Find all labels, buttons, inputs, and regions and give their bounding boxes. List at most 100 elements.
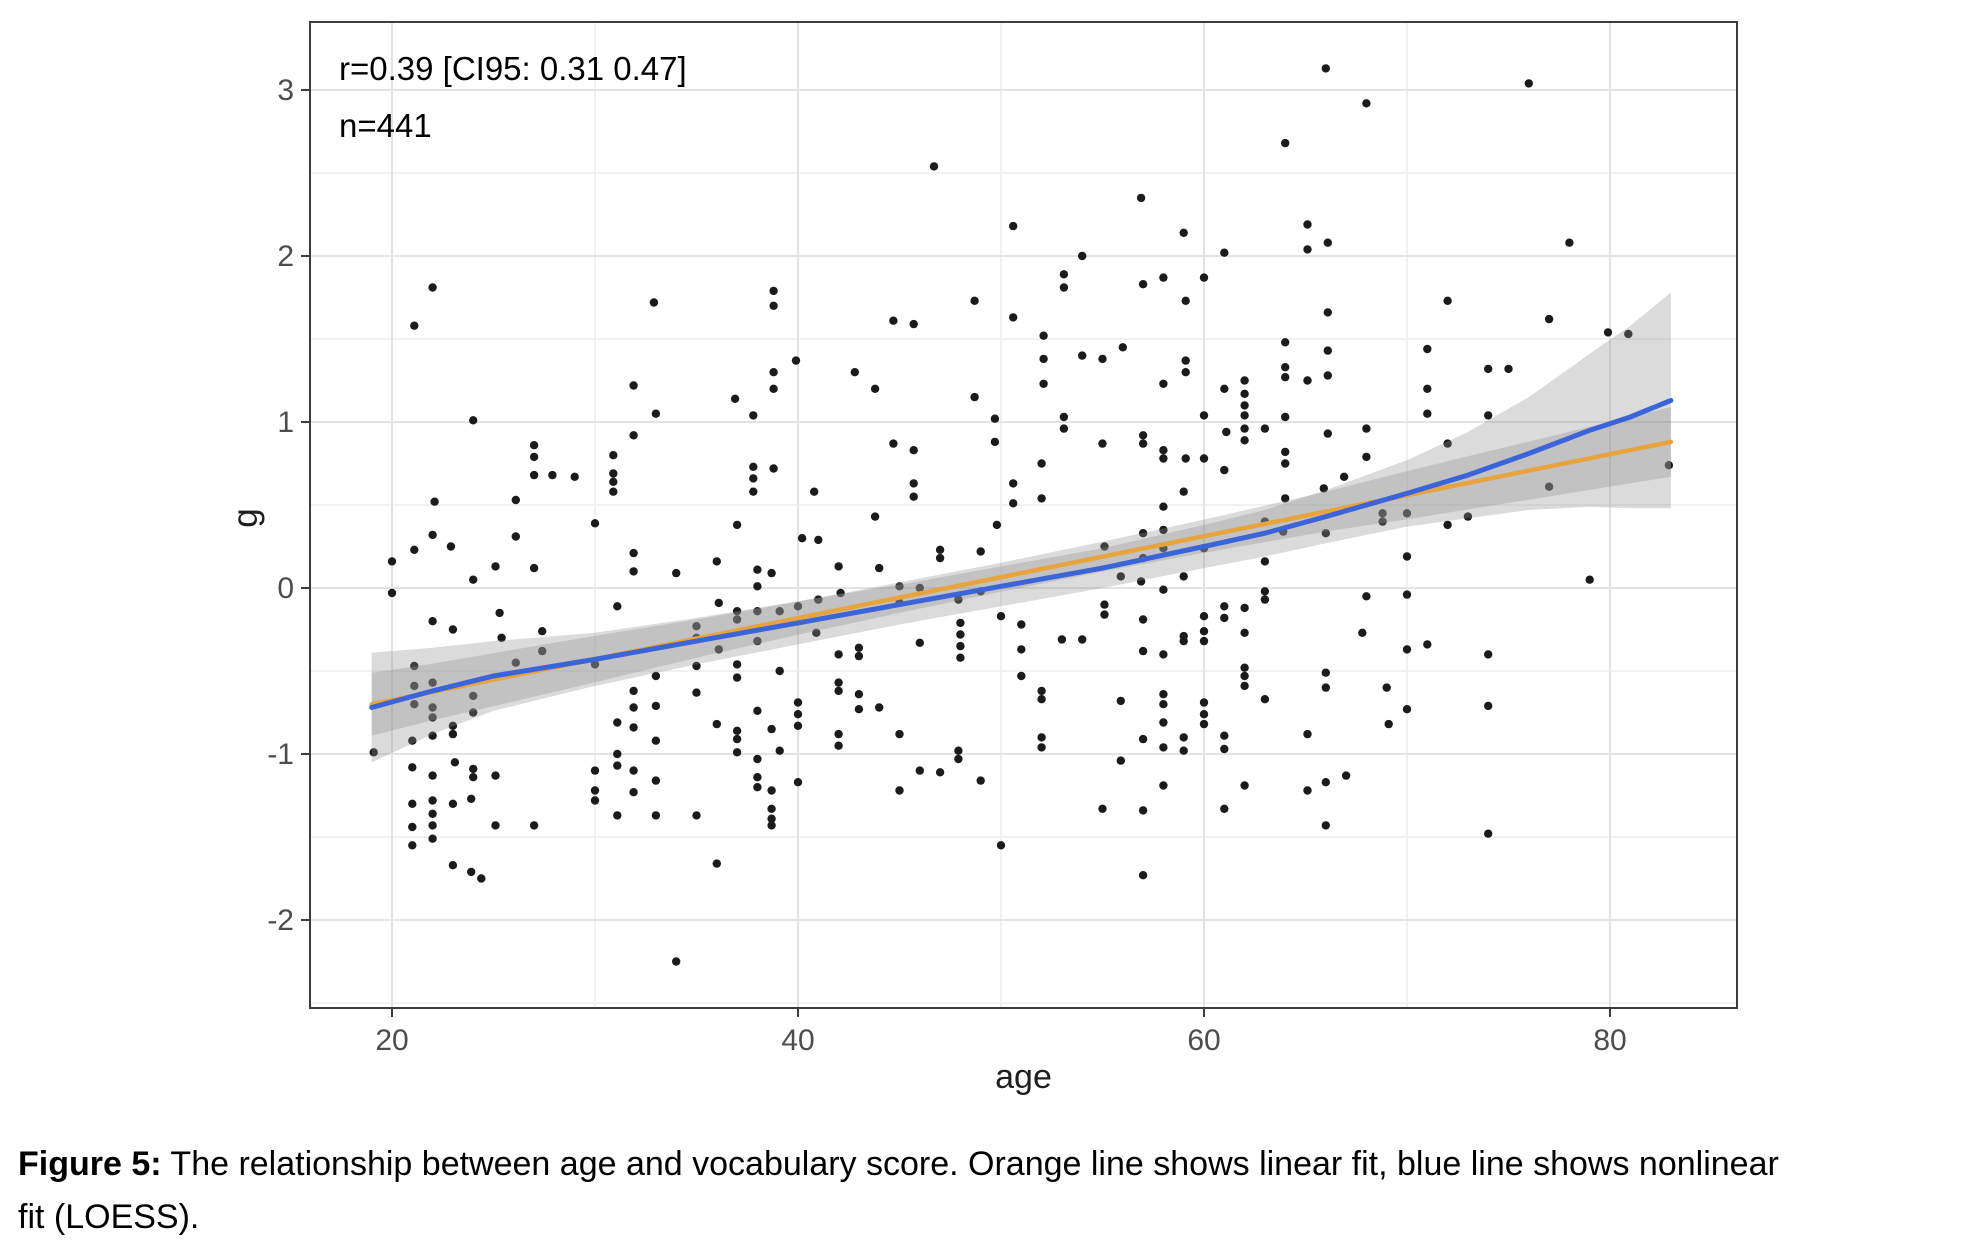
data-point — [1179, 572, 1188, 581]
data-point — [836, 588, 845, 598]
data-point — [854, 690, 864, 699]
data-point — [1240, 436, 1249, 445]
data-point — [629, 686, 638, 696]
data-point — [1281, 412, 1290, 422]
data-point — [753, 706, 762, 715]
data-point — [590, 766, 600, 775]
data-point — [1240, 681, 1249, 691]
axis-ticks — [301, 89, 1611, 1017]
data-point — [810, 487, 819, 496]
data-point — [651, 671, 661, 681]
figure-caption: Figure 5: The relationship between age a… — [18, 1138, 1962, 1244]
data-point — [732, 520, 742, 530]
data-point — [767, 804, 776, 813]
data-point — [1098, 354, 1107, 364]
data-point — [850, 368, 859, 377]
data-point — [1443, 296, 1452, 305]
data-point — [1138, 529, 1148, 538]
data-point — [613, 811, 622, 820]
data-point — [1138, 734, 1148, 744]
data-point — [1382, 683, 1391, 692]
data-point — [613, 718, 622, 727]
data-point — [834, 729, 843, 739]
data-point — [1220, 613, 1229, 623]
data-point — [714, 645, 723, 654]
data-point — [428, 713, 437, 722]
data-point — [1057, 635, 1067, 644]
data-point — [956, 641, 965, 651]
data-point — [1423, 384, 1432, 393]
data-point — [753, 754, 762, 764]
data-point — [495, 608, 504, 618]
data-point — [1037, 459, 1046, 468]
data-point — [1116, 696, 1126, 706]
data-point — [775, 666, 784, 676]
data-point — [448, 799, 458, 808]
data-point — [1116, 756, 1126, 765]
data-point — [1341, 771, 1351, 780]
data-point — [732, 748, 742, 757]
data-point — [1138, 871, 1148, 880]
data-point — [477, 874, 486, 883]
data-point — [428, 796, 437, 805]
data-point — [1603, 328, 1613, 337]
data-point — [1181, 368, 1190, 377]
data-point — [651, 409, 661, 418]
data-point — [749, 487, 758, 496]
data-point — [529, 470, 539, 480]
data-point — [712, 859, 721, 868]
data-point — [769, 286, 778, 296]
data-point — [1321, 64, 1331, 73]
data-point — [1321, 529, 1331, 538]
data-point — [428, 617, 437, 626]
data-point — [732, 726, 742, 735]
data-point — [769, 301, 778, 310]
data-point — [767, 786, 776, 795]
data-point — [992, 520, 1002, 530]
data-point — [1159, 379, 1168, 388]
stats-annotation: r=0.39 [CI95: 0.31 0.47] n=441 — [339, 40, 687, 154]
data-point — [1039, 354, 1048, 364]
data-point — [753, 773, 762, 782]
data-point — [1179, 636, 1188, 646]
data-point — [1100, 600, 1109, 609]
data-point — [870, 384, 880, 393]
data-point — [1199, 627, 1209, 636]
data-point — [970, 392, 979, 402]
data-point — [834, 678, 843, 687]
data-point — [1463, 512, 1473, 521]
data-point — [732, 615, 742, 624]
data-point — [1281, 459, 1290, 468]
data-point — [1037, 733, 1046, 742]
data-point — [775, 607, 784, 616]
data-point — [909, 319, 918, 329]
data-point — [1199, 710, 1209, 719]
data-point — [1378, 509, 1387, 518]
data-point — [469, 575, 478, 584]
data-point — [590, 796, 600, 805]
data-point — [410, 545, 419, 554]
data-point — [854, 705, 864, 714]
data-point — [692, 688, 701, 697]
data-point — [408, 763, 417, 772]
data-point — [767, 568, 776, 578]
data-point — [1240, 671, 1249, 681]
data-point — [775, 746, 784, 755]
data-point — [1136, 193, 1146, 203]
data-point — [1116, 572, 1126, 581]
data-point — [1423, 344, 1432, 354]
data-point — [793, 721, 803, 730]
data-point — [791, 356, 801, 365]
data-point — [1098, 439, 1107, 448]
data-point — [1199, 719, 1209, 729]
data-point — [935, 553, 945, 563]
data-point — [1240, 424, 1249, 433]
x-tick-label: 40 — [781, 1024, 814, 1057]
x-tick-label: 80 — [1593, 1024, 1626, 1057]
data-point — [448, 861, 458, 870]
data-point — [909, 446, 918, 455]
data-point — [1059, 270, 1069, 279]
data-point — [511, 532, 520, 541]
data-point — [769, 384, 778, 393]
data-point — [1281, 338, 1290, 347]
